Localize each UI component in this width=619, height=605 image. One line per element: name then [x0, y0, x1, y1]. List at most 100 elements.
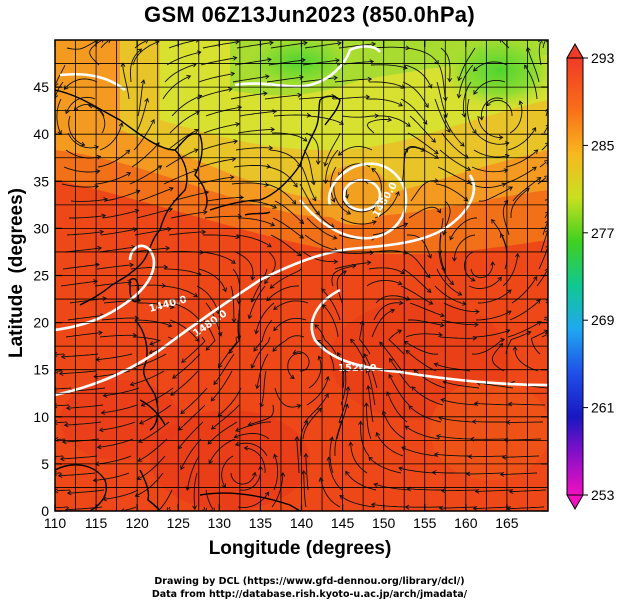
streamline [96, 264, 134, 270]
streamline-arrowhead [265, 74, 270, 80]
streamline-arrowhead [451, 257, 457, 262]
streamline [168, 40, 197, 49]
streamline-arrowhead [456, 93, 462, 99]
streamline [436, 435, 474, 440]
streamline [405, 425, 440, 440]
streamline-arrowhead [475, 309, 480, 315]
streamline [411, 386, 444, 406]
streamline-arrowhead [137, 48, 143, 54]
streamline [95, 455, 132, 465]
streamline-arrowhead [365, 94, 371, 100]
streamline [501, 40, 510, 49]
streamline [304, 393, 329, 423]
streamline-arrowhead [233, 433, 239, 439]
streamline [342, 200, 375, 213]
temperature-field: 1440.0 1480.0 1520.0 1480.0 [55, 40, 548, 511]
streamline-arrowhead [273, 305, 278, 310]
streamline-arrowhead [443, 113, 448, 118]
streamline-arrowhead [411, 386, 416, 391]
streamline [203, 319, 216, 351]
streamline-arrowhead [227, 87, 233, 92]
streamline [505, 331, 531, 355]
streamline [388, 329, 405, 355]
streamline [213, 353, 235, 385]
streamline-arrowhead [404, 425, 410, 430]
streamline [168, 231, 206, 236]
streamline-arrowhead [375, 431, 381, 437]
streamline-arrowhead [387, 117, 393, 123]
streamline [466, 472, 504, 475]
streamline-arrowhead [98, 330, 103, 336]
streamline [473, 149, 510, 158]
streamline-arrowhead [299, 74, 304, 80]
streamline [486, 99, 513, 117]
streamline-arrowhead [371, 41, 377, 47]
streamline [509, 299, 541, 321]
streamline-arrowhead [268, 145, 274, 151]
streamline-arrowhead [428, 300, 434, 305]
streamline-arrowhead [473, 401, 479, 406]
streamline-arrowhead [138, 438, 143, 443]
height-contours [55, 45, 548, 397]
streamline-arrowhead [96, 444, 102, 450]
y-tick-label: 25 [33, 268, 49, 284]
streamline-arrowhead [424, 103, 429, 109]
streamline-arrowhead [101, 213, 107, 219]
streamline [407, 488, 444, 491]
streamline [178, 404, 206, 431]
streamline [272, 335, 305, 352]
streamline [248, 404, 274, 426]
streamline-arrowhead [229, 174, 235, 180]
streamline-arrowhead [449, 280, 455, 286]
streamline [370, 64, 408, 69]
streamline-arrowhead [315, 160, 321, 165]
streamline [170, 370, 199, 396]
streamline [266, 76, 304, 83]
streamline-arrowhead [95, 169, 101, 174]
streamline [273, 114, 311, 117]
streamline-arrowhead [203, 209, 208, 215]
streamline [273, 300, 309, 310]
streamline [538, 41, 542, 66]
streamline [221, 455, 234, 488]
streamline [491, 343, 505, 372]
streamline-arrowhead [395, 191, 400, 196]
streamline [67, 315, 105, 321]
streamline-arrowhead [55, 488, 59, 494]
credit-drawing: Drawing by DCL (https://www.gfd-dennou.o… [154, 576, 465, 587]
streamline-arrowhead [434, 154, 439, 159]
streamline-arrowhead [491, 218, 496, 224]
streamline-arrowhead [157, 165, 163, 170]
streamline-arrowhead [314, 324, 319, 329]
streamline-arrowhead [98, 427, 104, 433]
streamline [375, 115, 411, 127]
streamline [374, 191, 400, 219]
streamline-arrowhead [170, 391, 175, 396]
streamline [88, 104, 106, 134]
streamline-arrowhead [269, 40, 274, 46]
streamline [101, 404, 138, 414]
streamline-arrowhead [404, 504, 410, 510]
streamline-arrowhead [474, 322, 479, 328]
streamline [100, 40, 109, 49]
streamline [436, 268, 462, 296]
streamline [62, 263, 100, 270]
streamline [308, 200, 335, 228]
streamline [130, 370, 165, 386]
streamline-arrowhead [542, 40, 548, 43]
streamline [69, 215, 106, 219]
streamline-arrowhead [234, 441, 240, 447]
y-axis-label: Latitude (degrees) [6, 188, 27, 358]
streamline-arrowhead [323, 161, 329, 167]
streamline-arrowhead [154, 40, 160, 45]
streamline-arrowhead [129, 381, 135, 387]
streamline-arrowhead [280, 472, 286, 477]
credit-data: Data from http://database.rish.kyoto-u.a… [151, 589, 468, 600]
streamline [248, 285, 266, 319]
streamline [67, 489, 105, 494]
streamline-arrowhead [545, 124, 548, 127]
streamline [135, 319, 172, 327]
streamline [438, 251, 454, 285]
streamline [97, 149, 130, 168]
